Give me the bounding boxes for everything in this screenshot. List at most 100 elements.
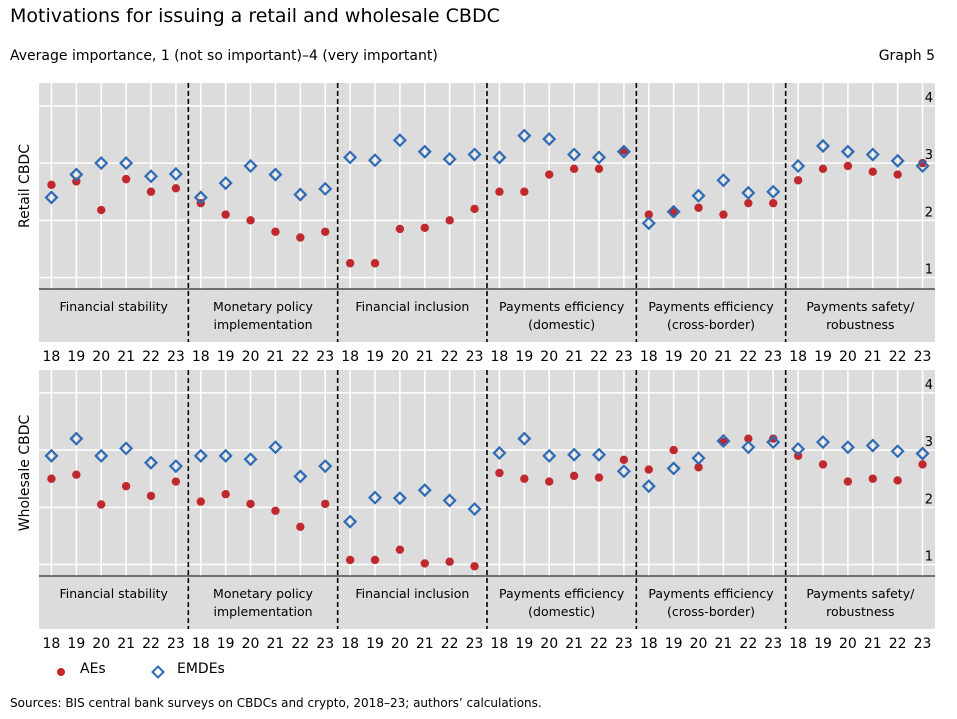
point-aes: [72, 470, 81, 479]
point-emdes: [268, 167, 283, 182]
x-tick-label: 19: [814, 636, 832, 652]
point-aes: [793, 176, 803, 185]
y-tick-label: 3: [925, 435, 933, 450]
point-emdes: [367, 153, 383, 168]
x-tick-label: 19: [217, 636, 235, 652]
x-tick-label: 20: [540, 636, 558, 652]
category-label: implementation: [213, 317, 312, 332]
point-aes: [271, 227, 280, 236]
category-label: (domestic): [528, 317, 595, 332]
point-aes: [146, 491, 156, 501]
point-aes: [818, 460, 828, 469]
point-emdes: [766, 184, 781, 199]
point-emdes: [392, 491, 407, 506]
point-aes: [818, 164, 828, 174]
x-tick-label: 18: [491, 636, 509, 652]
x-tick-label: 19: [665, 349, 683, 365]
x-tick-label: 18: [43, 636, 61, 652]
point-emdes: [840, 440, 855, 455]
point-emdes: [741, 440, 756, 455]
x-tick-label: 18: [491, 349, 509, 365]
point-aes: [893, 170, 902, 179]
point-emdes: [542, 448, 557, 463]
point-aes: [495, 187, 504, 196]
point-emdes: [44, 448, 59, 463]
x-tick-label: 23: [764, 636, 782, 652]
source-note: Sources: BIS central bank surveys on CBD…: [10, 696, 542, 710]
x-tick-label: 21: [715, 636, 733, 652]
point-aes: [321, 227, 330, 236]
point-emdes: [243, 158, 258, 174]
x-tick-label: 21: [565, 636, 583, 652]
point-emdes: [492, 150, 507, 165]
point-emdes: [567, 447, 582, 462]
legend-diamond-marker: [151, 665, 165, 679]
point-aes: [445, 216, 454, 225]
x-tick-label: 21: [267, 636, 285, 652]
point-emdes: [791, 158, 806, 174]
point-aes: [520, 474, 529, 483]
point-emdes: [890, 153, 905, 168]
point-aes: [395, 545, 405, 554]
x-tick-label: 23: [615, 636, 633, 652]
point-emdes: [641, 479, 656, 494]
point-aes: [420, 559, 429, 568]
point-aes: [918, 460, 927, 469]
point-emdes: [915, 446, 930, 461]
x-tick-label: 21: [864, 349, 882, 365]
point-aes: [296, 522, 305, 531]
point-aes: [221, 210, 230, 219]
point-emdes: [815, 435, 831, 450]
x-tick-label: 20: [690, 349, 708, 365]
point-aes: [619, 455, 629, 465]
point-aes: [520, 187, 529, 196]
point-aes: [893, 476, 902, 485]
point-aes: [47, 180, 56, 190]
y-tick-label: 4: [925, 91, 933, 106]
x-tick-label: 22: [291, 636, 309, 652]
point-emdes: [517, 128, 532, 143]
point-emdes: [517, 431, 532, 446]
category-label: (domestic): [528, 604, 595, 619]
category-label: implementation: [213, 604, 312, 619]
point-aes: [221, 489, 230, 499]
point-aes: [594, 164, 604, 174]
x-tick-label: 18: [43, 349, 61, 365]
point-emdes: [268, 440, 283, 455]
x-tick-label: 22: [590, 636, 608, 652]
point-emdes: [616, 144, 631, 159]
x-tick-label: 18: [789, 349, 807, 365]
point-aes: [171, 477, 181, 486]
point-emdes: [716, 173, 731, 188]
point-emdes: [840, 144, 855, 159]
point-emdes: [542, 132, 557, 147]
point-aes: [495, 468, 504, 478]
point-emdes: [417, 483, 432, 498]
point-aes: [545, 477, 554, 486]
point-aes: [769, 434, 778, 443]
point-aes: [569, 164, 579, 174]
x-tick-label: 20: [391, 636, 409, 652]
point-aes: [97, 500, 106, 509]
x-tick-label: 18: [341, 636, 359, 652]
point-emdes: [119, 441, 134, 456]
point-emdes: [367, 490, 383, 505]
point-aes: [470, 562, 479, 571]
chart-subtitle: Average importance, 1 (not so important)…: [10, 48, 438, 64]
x-tick-label: 20: [839, 636, 857, 652]
point-aes: [843, 161, 853, 171]
point-emdes: [143, 455, 159, 470]
point-emdes: [293, 469, 308, 484]
category-label: Financial inclusion: [355, 299, 469, 314]
point-emdes: [666, 204, 681, 219]
point-aes: [769, 198, 778, 208]
point-emdes: [143, 169, 159, 184]
x-tick-label: 19: [515, 349, 533, 365]
y-tick-label: 2: [925, 205, 933, 220]
point-emdes: [69, 431, 84, 446]
y-tick-label: 4: [925, 378, 933, 393]
point-aes: [345, 259, 355, 268]
point-aes: [594, 473, 604, 482]
